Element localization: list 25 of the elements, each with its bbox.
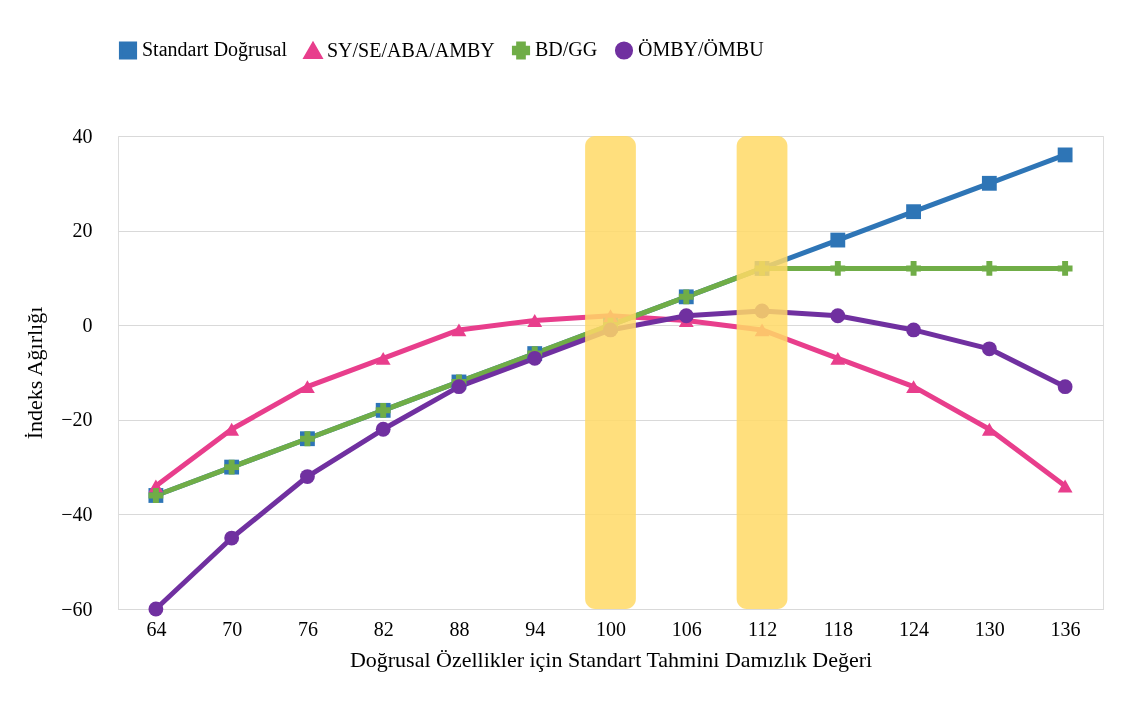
- x-tick-label: 100: [596, 617, 626, 640]
- y-tick-label: 40: [72, 124, 93, 147]
- x-tick-label: 124: [899, 617, 930, 640]
- x-tick-label: 76: [297, 617, 318, 640]
- x-tick-label: 88: [449, 617, 470, 640]
- y-tick-label: −40: [61, 502, 93, 525]
- x-tick-label: 82: [373, 617, 394, 640]
- x-tick-label: 130: [974, 617, 1005, 640]
- x-tick-label: 94: [525, 617, 546, 640]
- x-tick-label: 70: [222, 617, 243, 640]
- x-tick-label: 136: [1050, 617, 1081, 640]
- y-tick-label: −20: [61, 408, 93, 431]
- y-tick-label: −60: [61, 597, 93, 620]
- legend-label: SY/SE/ABA/AMBY: [327, 38, 495, 61]
- y-tick-label: 20: [72, 219, 93, 242]
- y-tick-label: 0: [82, 313, 93, 336]
- legend-label: BD/GG: [535, 38, 598, 61]
- x-axis-title: Doğrusal Özellikler için Standart Tahmini Damızlık Değeri: [349, 646, 873, 672]
- legend-label: Standart Doğrusal: [142, 38, 288, 62]
- x-tick-label: 64: [146, 617, 167, 640]
- legend-label: ÖMBY/ÖMBU: [638, 38, 765, 61]
- x-tick-label: 106: [671, 617, 702, 640]
- x-tick-label: 112: [747, 617, 778, 640]
- y-axis-title: İndeks Ağırlığı: [22, 306, 48, 440]
- x-tick-label: 118: [823, 617, 853, 640]
